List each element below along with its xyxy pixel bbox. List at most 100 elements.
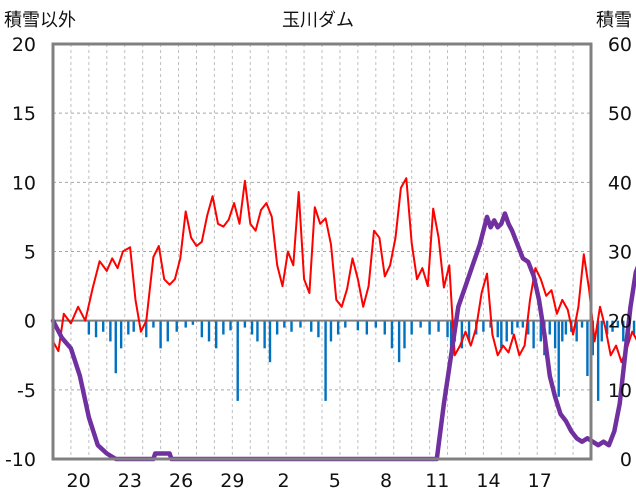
precipitation-bar bbox=[127, 320, 130, 335]
plot-frame bbox=[51, 42, 593, 461]
right-axis-ticks: 60 50 40 30 20 10 0 bbox=[608, 34, 632, 471]
precipitation-bar bbox=[446, 320, 449, 338]
precipitation-bar bbox=[557, 320, 560, 397]
x-axis-ticks: 20 23 26 29 2 5 8 11 14 17 bbox=[67, 470, 552, 492]
left-tick-label: 5 bbox=[24, 242, 36, 264]
precipitation-bar bbox=[600, 320, 603, 342]
precipitation-bar bbox=[500, 320, 503, 349]
x-tick-label: 26 bbox=[169, 470, 193, 492]
right-tick-label: 60 bbox=[608, 34, 632, 56]
x-tick-label: 2 bbox=[278, 470, 290, 492]
precipitation-bar bbox=[329, 320, 333, 342]
precipitation-bar bbox=[175, 320, 178, 332]
left-axis-label: 積雪以外 bbox=[4, 10, 76, 31]
x-tick-label: 23 bbox=[118, 470, 142, 492]
x-tick-label: 11 bbox=[425, 470, 449, 492]
precipitation-bar bbox=[410, 320, 413, 335]
precipitation-bar bbox=[403, 320, 406, 349]
right-tick-label: 10 bbox=[608, 380, 632, 402]
precipitation-bar bbox=[207, 320, 211, 342]
precipitation-bar bbox=[527, 320, 530, 335]
precipitation-bar bbox=[222, 320, 225, 335]
left-axis-ticks: 20 15 10 5 0 -5 -10 bbox=[5, 34, 36, 471]
precipitation-bar bbox=[119, 320, 123, 349]
chart-title: 玉川ダム bbox=[282, 10, 354, 31]
precipitation-bar bbox=[191, 320, 195, 325]
precipitation-bar bbox=[94, 320, 98, 338]
left-tick-label: 20 bbox=[12, 34, 36, 56]
right-tick-label: 30 bbox=[608, 242, 632, 264]
precipitation-bar bbox=[275, 320, 279, 335]
precipitation-bar bbox=[184, 320, 187, 328]
right-tick-label: 40 bbox=[608, 172, 632, 194]
precipitation-bar bbox=[596, 320, 600, 401]
x-tick-label: 5 bbox=[329, 470, 341, 492]
precipitation-bar bbox=[605, 320, 609, 335]
right-axis-label: 積雪 bbox=[596, 10, 632, 31]
right-tick-label: 20 bbox=[608, 311, 632, 333]
precipitation-bar bbox=[145, 320, 148, 338]
left-tick-label: 15 bbox=[12, 103, 36, 125]
precipitation-bar bbox=[460, 320, 464, 349]
precipitation-bar bbox=[575, 320, 578, 342]
precipitation-bar bbox=[229, 320, 232, 331]
precipitation-bar bbox=[390, 320, 394, 349]
right-tick-label: 0 bbox=[620, 449, 632, 471]
left-tick-label: -5 bbox=[17, 380, 36, 402]
precipitation-bar bbox=[283, 320, 286, 328]
precipitation-bar bbox=[561, 320, 564, 342]
precipitation-bar bbox=[539, 320, 542, 342]
temperature-line bbox=[52, 177, 636, 364]
precipitation-bar bbox=[449, 320, 453, 356]
precipitation-bar bbox=[166, 320, 169, 342]
precipitation-bar bbox=[336, 320, 340, 335]
x-tick-label: 14 bbox=[476, 470, 500, 492]
precipitation-bar bbox=[102, 320, 105, 332]
precipitation-bar bbox=[236, 320, 239, 401]
precipitation-bar bbox=[437, 320, 440, 332]
precipitation-bar bbox=[374, 320, 377, 328]
precipitation-bar bbox=[580, 320, 584, 328]
precipitation-bar bbox=[510, 320, 514, 335]
precipitation-bar bbox=[505, 320, 508, 342]
precipitation-bar bbox=[383, 320, 386, 335]
precipitation-bar bbox=[548, 320, 551, 335]
precipitation-bar bbox=[365, 320, 369, 335]
precipitation-bar bbox=[467, 320, 471, 342]
x-tick-label: 17 bbox=[528, 470, 552, 492]
precipitation-bar bbox=[532, 320, 535, 349]
precipitation-bar bbox=[611, 320, 614, 332]
left-tick-label: 0 bbox=[24, 311, 36, 333]
precipitation-bar bbox=[521, 320, 525, 328]
precipitation-bar bbox=[87, 320, 91, 335]
precipitation-bar bbox=[616, 320, 620, 328]
precipitation-bar bbox=[591, 320, 594, 356]
precipitation-bar bbox=[564, 320, 568, 335]
precipitation-bar bbox=[256, 320, 259, 342]
precipitation-bar bbox=[356, 320, 360, 331]
x-tick-label: 8 bbox=[380, 470, 392, 492]
precipitation-bar bbox=[159, 320, 162, 349]
precipitation-bar bbox=[152, 320, 155, 328]
left-tick-label: 10 bbox=[12, 172, 36, 194]
precipitation-bar bbox=[397, 320, 401, 363]
precipitation-bar bbox=[622, 320, 625, 342]
precipitation-bar bbox=[268, 320, 272, 363]
snow-depth-line bbox=[50, 211, 636, 462]
precipitation-bar bbox=[344, 320, 347, 328]
precipitation-bar bbox=[299, 320, 302, 328]
series-lines bbox=[50, 177, 636, 462]
precipitation-bar bbox=[553, 320, 557, 349]
precipitation-bar bbox=[632, 320, 636, 335]
left-tick-label: -10 bbox=[5, 449, 36, 471]
precipitation-bar bbox=[317, 320, 320, 338]
precipitation-bar bbox=[132, 320, 135, 332]
precipitation-bar bbox=[324, 320, 327, 401]
precipitation-bar bbox=[114, 320, 117, 374]
precipitation-bar bbox=[482, 320, 485, 332]
precipitation-bar bbox=[310, 320, 313, 332]
precipitation-bar bbox=[250, 320, 254, 335]
precipitation-bar bbox=[263, 320, 266, 349]
